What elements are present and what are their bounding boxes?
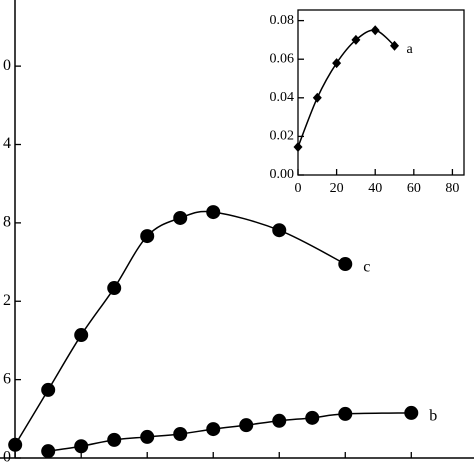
y-tick-label: 0 [3,449,11,465]
marker [239,418,254,433]
marker [272,413,287,428]
marker [305,410,320,425]
curve [48,412,412,452]
y-tick-label: 4 [3,135,11,152]
marker [8,437,23,452]
series-label: b [429,408,437,425]
frame [297,9,465,176]
marker [173,210,188,225]
marker [140,429,155,444]
inset: 0.00 0.02 0.04 0.06 0.08 0 20 40 60 80 a [270,9,465,196]
x-tick-label: 60 [407,181,421,196]
y-tick-label: 2 [3,292,11,309]
marker [272,223,287,238]
y-tick-label: 0 [3,57,11,74]
y-tick-label: 0.04 [270,90,295,105]
marker [293,142,303,153]
curve [297,29,396,148]
marker [206,205,221,220]
x-tick-label: 80 [445,181,459,196]
marker [41,382,56,397]
marker [370,25,380,36]
marker [332,58,342,69]
marker [338,257,353,272]
marker [338,406,353,421]
y-tick-label: 8 [3,214,11,231]
y-tick-label: 6 [3,370,11,387]
x-tick-label: 20 [330,181,344,196]
y-tick-label: 0.00 [270,167,295,182]
marker [107,281,122,296]
marker [140,229,155,244]
marker [206,422,221,437]
x-tick-label: 40 [368,181,382,196]
marker [107,432,122,447]
y-tick-label: 0.02 [270,129,295,144]
x-tick-label: 0 [295,181,302,196]
marker [173,426,188,441]
series-label: c [363,259,370,276]
marker [351,34,361,45]
y-tick-label: 0.06 [270,51,295,66]
series-label: a [407,42,414,57]
marker [41,444,56,459]
marker [404,405,419,420]
marker [312,92,322,103]
marker [74,328,89,343]
y-tick-label: 0.08 [270,13,295,28]
curve [14,210,346,446]
marker [390,40,400,51]
marker [74,439,89,454]
